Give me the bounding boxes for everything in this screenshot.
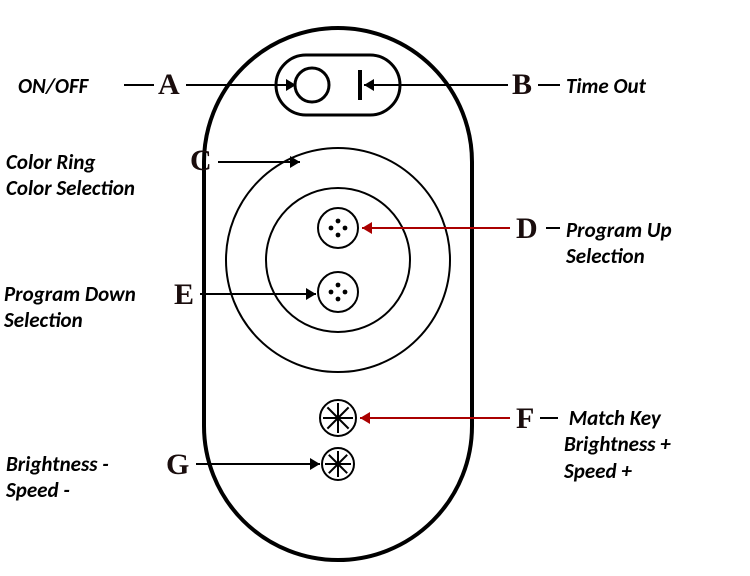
on-off-icon (295, 68, 329, 102)
match-key-icon (320, 400, 356, 436)
callout-letter-E: E (174, 276, 194, 314)
callout-letter-D: D (516, 210, 538, 248)
callout-text-G: Brightness - Speed - (6, 451, 109, 504)
callout-letter-A: A (158, 66, 180, 104)
callout-text-E: Program Down Selection (4, 281, 136, 334)
program-up-icon (318, 208, 358, 248)
callout-letter-B: B (512, 66, 532, 104)
callout-text-C: Color Ring Color Selection (6, 149, 135, 202)
program-down-icon (318, 272, 358, 312)
callout-text-A: ON/OFF (18, 73, 88, 99)
brightness-minus-icon (322, 448, 354, 480)
callout-letter-F: F (516, 400, 534, 438)
callout-text-B: Time Out (566, 73, 646, 99)
callout-text-F: Match Key Brightness + Speed + (564, 405, 671, 484)
callout-letter-C: C (190, 142, 212, 180)
callout-letter-G: G (166, 446, 189, 484)
callout-text-D: Program Up Selection (566, 217, 672, 270)
